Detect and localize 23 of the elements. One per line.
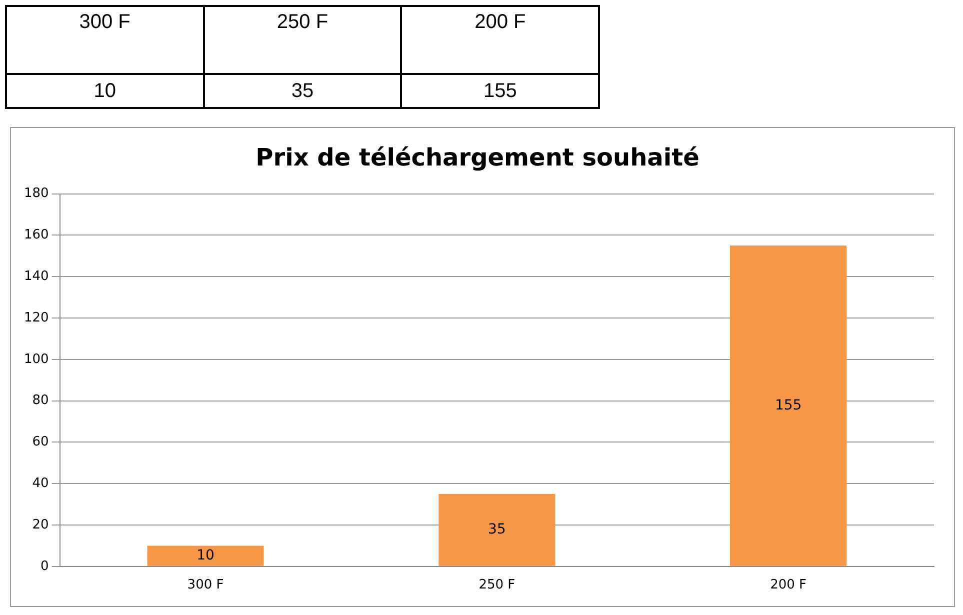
data-label: 35 bbox=[488, 522, 506, 538]
y-tick-label: 140 bbox=[24, 268, 49, 284]
text: 10 bbox=[6, 74, 204, 108]
category-label: 250 F bbox=[276, 11, 328, 33]
y-tick-label: 160 bbox=[24, 228, 49, 243]
y-tick-label: 20 bbox=[32, 517, 49, 532]
chart-title: Prix de téléchargement souhaité bbox=[256, 144, 700, 172]
category-label: 300 F bbox=[79, 11, 130, 33]
data-label: 155 bbox=[774, 397, 802, 414]
data-label: 10 bbox=[196, 547, 214, 564]
y-tick-label: 100 bbox=[24, 352, 49, 367]
text: 35 bbox=[204, 74, 402, 108]
category-label: 200 F bbox=[474, 11, 526, 33]
y-tick-label: 0 bbox=[40, 558, 49, 574]
y-tick-label: 80 bbox=[32, 393, 49, 408]
y-tick-label: 60 bbox=[32, 434, 49, 450]
y-tick-label: 40 bbox=[32, 476, 49, 491]
y-tick-label: 120 bbox=[24, 310, 49, 326]
x-tick-label: 200 F bbox=[770, 578, 807, 593]
text: 155 bbox=[401, 74, 599, 108]
y-tick-label: 180 bbox=[24, 186, 49, 202]
x-tick-label: 250 F bbox=[478, 578, 516, 593]
x-tick-label: 300 F bbox=[187, 578, 224, 593]
